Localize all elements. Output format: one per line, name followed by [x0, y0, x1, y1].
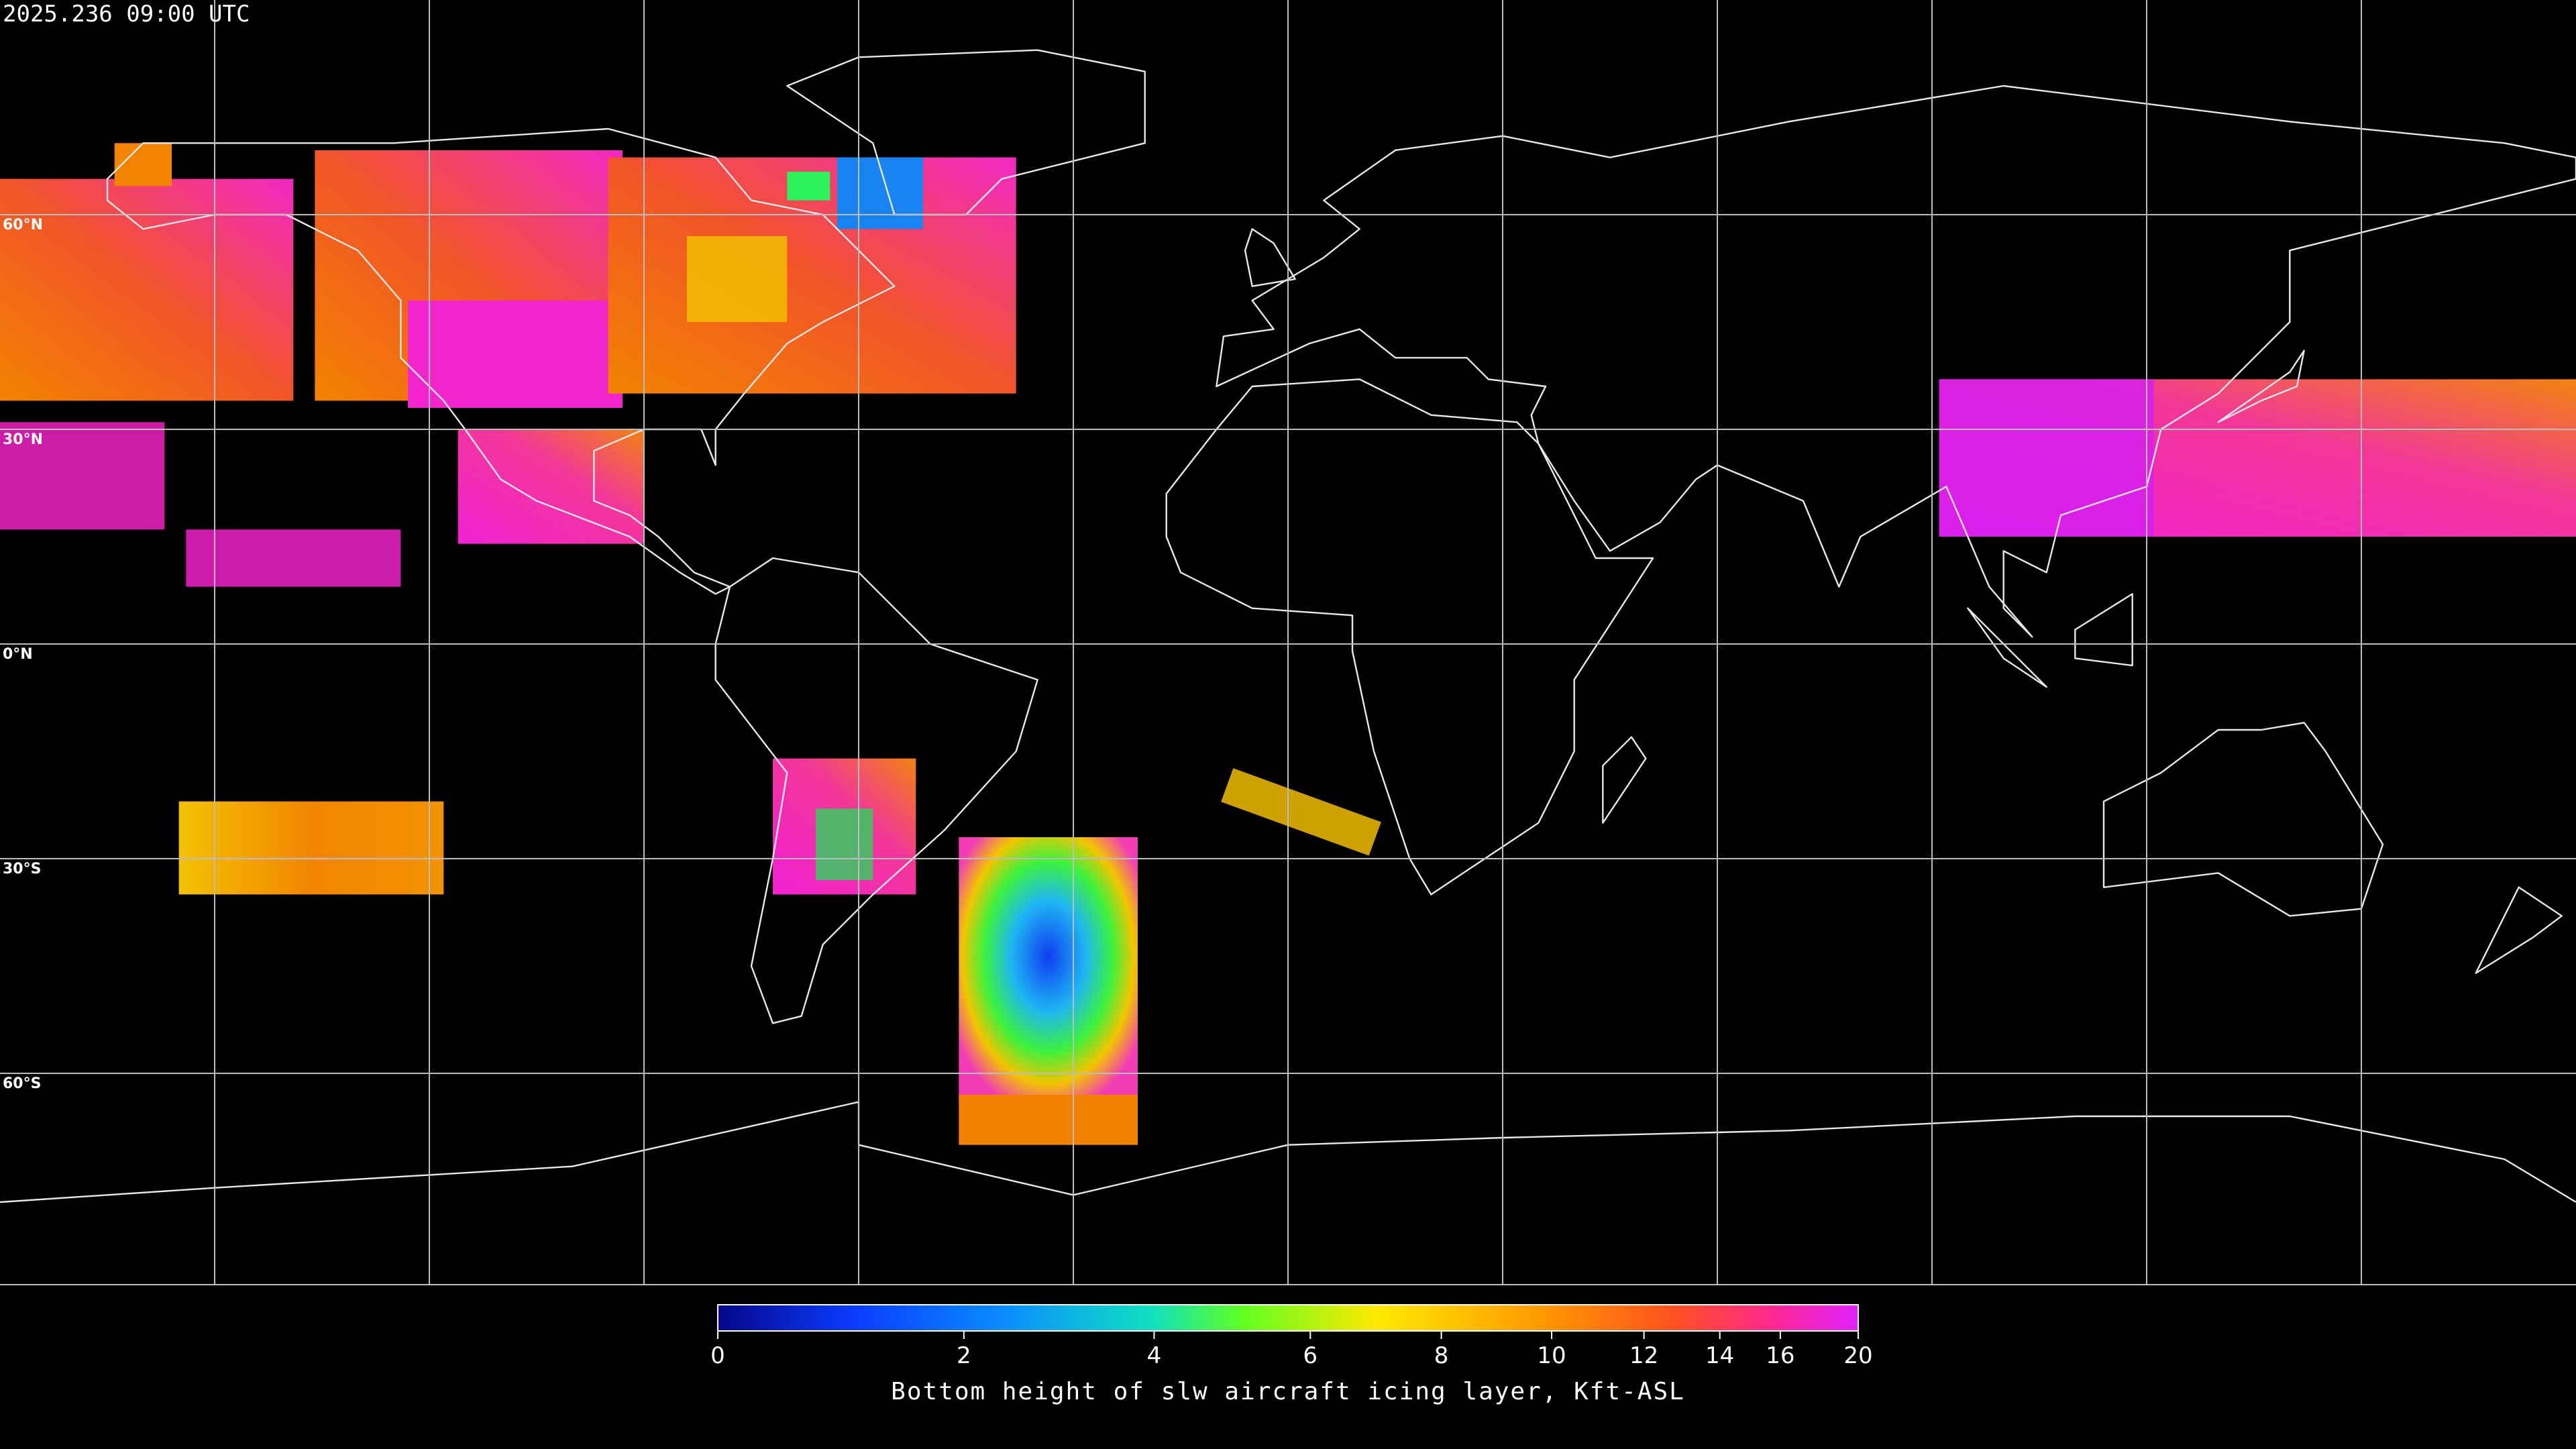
swath — [959, 837, 1138, 1102]
swath — [178, 801, 444, 895]
coastline — [787, 50, 1144, 215]
coastline — [1245, 229, 2562, 973]
latitude-label: 0°N — [3, 646, 33, 663]
swath — [815, 808, 873, 881]
swath — [787, 171, 830, 201]
swath — [959, 1095, 1138, 1145]
graticule — [0, 0, 2576, 1285]
latitude-label: 60°N — [3, 217, 43, 233]
latitude-label: 60°S — [3, 1075, 41, 1092]
colorbar-tick-label: 0 — [710, 1342, 725, 1369]
swath — [686, 235, 788, 322]
colorbar-tick-label: 12 — [1629, 1342, 1658, 1369]
colorbar-tick-label: 10 — [1537, 1342, 1566, 1369]
swath — [458, 429, 644, 544]
colorbar-label: Bottom height of slw aircraft icing laye… — [891, 1378, 1685, 1405]
swath — [114, 143, 172, 186]
icing-swaths — [0, 143, 2576, 1145]
colorbar-tick-label: 20 — [1843, 1342, 1872, 1369]
swath — [186, 529, 401, 587]
swath — [0, 178, 294, 401]
colorbar-tick-label: 14 — [1705, 1342, 1734, 1369]
colorbar-tick-label: 16 — [1766, 1342, 1794, 1369]
colorbar-tick-label: 8 — [1434, 1342, 1449, 1369]
swath — [407, 300, 623, 408]
latitude-label: 30°S — [3, 861, 41, 877]
swath — [1939, 379, 2154, 537]
colorbar-tick-label: 6 — [1303, 1342, 1318, 1369]
coastline — [107, 129, 894, 594]
latitude-label: 30°N — [3, 431, 43, 448]
coastline — [1216, 86, 2576, 637]
swath — [0, 422, 165, 530]
colorbar — [717, 1304, 1859, 1332]
colorbar-tick-label: 4 — [1147, 1342, 1162, 1369]
swath — [1221, 768, 1381, 856]
coastline — [2104, 722, 2383, 916]
coastline — [716, 558, 1038, 1023]
timestamp: 2025.236 09:00 UTC — [3, 1, 250, 28]
colorbar-tick-label: 2 — [957, 1342, 971, 1369]
